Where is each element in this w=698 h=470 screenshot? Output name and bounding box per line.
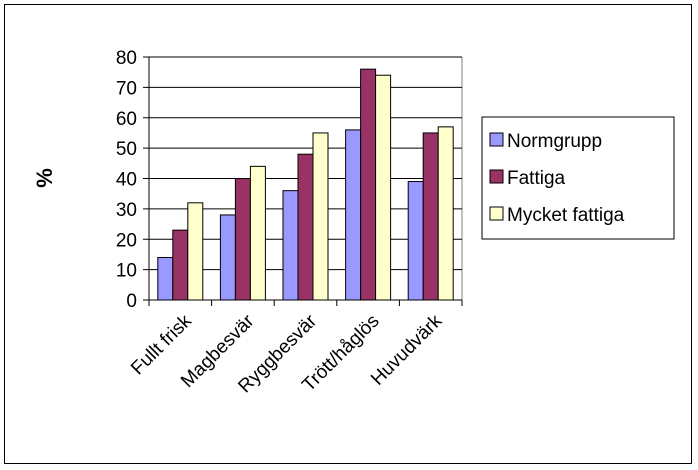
bar-fattiga [422, 132, 439, 301]
legend-label: Normgrupp [507, 131, 602, 152]
y-tick-label: 10 [116, 261, 137, 282]
y-tick-label: 20 [116, 230, 137, 251]
legend-label: Mycket fattiga [507, 205, 625, 226]
x-axis-tick-labels: Fullt friskMagbesvärRyggbesvärTrött/hågl… [127, 310, 446, 397]
y-axis-ticks: 0 10 20 30 40 50 60 70 80 [116, 48, 149, 312]
bar-mycket-fattiga [437, 126, 454, 301]
bar-fattiga [234, 178, 251, 301]
gridlines [149, 56, 463, 300]
bar-normgrupp [219, 214, 236, 301]
bar-fattiga [297, 153, 314, 301]
bar-fattiga [360, 68, 377, 301]
y-tick-label: 60 [116, 109, 137, 130]
y-tick-label: 30 [116, 200, 137, 221]
y-axis-label: % [32, 168, 57, 188]
bar-normgrupp [345, 129, 362, 301]
y-tick-label: 50 [116, 139, 137, 160]
y-tick-label: 40 [116, 170, 137, 191]
legend: Normgrupp Fattiga Mycket fattiga [481, 116, 675, 240]
y-tick-label: 70 [116, 78, 137, 99]
legend-swatch [489, 132, 504, 147]
bar-mycket-fattiga [312, 132, 329, 301]
legend-swatch [489, 206, 504, 221]
bars [157, 68, 454, 301]
legend-box [481, 116, 675, 240]
bar-normgrupp [282, 190, 299, 301]
y-tick-label: 0 [126, 291, 137, 312]
bar-mycket-fattiga [375, 74, 392, 301]
legend-label: Fattiga [507, 168, 566, 189]
legend-swatch [489, 169, 504, 184]
axes [148, 57, 463, 306]
bar-normgrupp [407, 181, 424, 301]
bar-fattiga [172, 229, 189, 301]
bar-mycket-fattiga [249, 165, 266, 301]
bar-normgrupp [157, 256, 174, 301]
bar-mycket-fattiga [187, 202, 204, 301]
y-tick-label: 80 [116, 48, 137, 69]
